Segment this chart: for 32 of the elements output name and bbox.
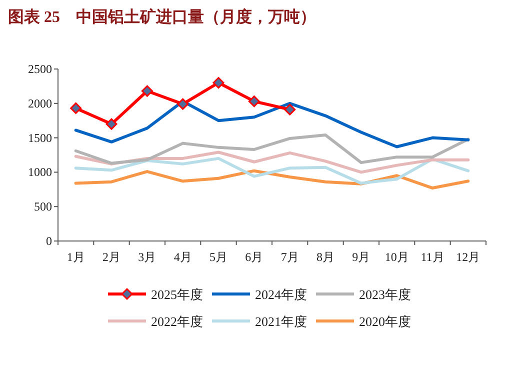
ytick: 2500 [28,62,52,76]
legend-label: 2020年度 [359,314,411,329]
point [106,118,118,130]
title: 图表 25 中国铝土矿进口量（月度，万吨） [8,9,316,26]
point [212,77,224,89]
xtick: 10月 [384,250,409,264]
ytick: 0 [46,234,52,248]
ytick: 1000 [28,165,52,180]
legend-label: 2022年度 [151,314,203,329]
ytick: 500 [34,200,52,214]
point [177,98,189,110]
point [248,96,260,108]
xtick: 4月 [174,250,192,264]
legend-label: 2021年度 [255,314,307,329]
legend-label: 2024年度 [255,287,307,302]
point [70,102,82,114]
xtick: 7月 [280,250,299,264]
xtick: 3月 [138,250,156,264]
legend-label: 2025年度 [151,287,203,302]
xtick: 9月 [352,250,370,264]
xtick: 8月 [316,250,334,264]
ytick: 2000 [28,96,52,110]
xtick: 12月 [456,250,480,264]
point [284,104,296,116]
ytick: 1500 [28,130,52,145]
xtick: 11月 [420,250,444,264]
point [141,85,153,97]
xtick: 1月 [66,250,85,264]
legend-label: 2023年度 [359,287,411,302]
xtick: 5月 [210,250,228,264]
xtick: 2月 [102,250,120,264]
xtick: 6月 [245,250,264,264]
